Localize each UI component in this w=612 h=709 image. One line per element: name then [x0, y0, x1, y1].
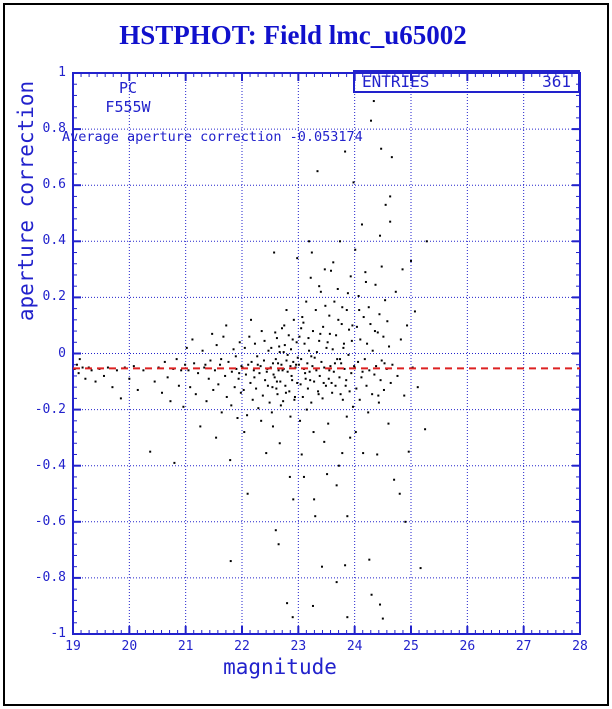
y-tick-label: -0.2 [34, 401, 66, 417]
x-tick-label: 26 [459, 639, 476, 654]
filter-label: F555W [105, 98, 151, 116]
entries-value: 361 [542, 72, 571, 91]
x-tick-label: 28 [572, 639, 588, 654]
y-tick-label: -0.8 [34, 569, 66, 585]
y-tick-label: -0.6 [34, 513, 66, 529]
x-axis-title: magnitude [223, 655, 337, 679]
average-aperture-annotation: Average aperture correction -0.053174 [62, 129, 363, 145]
x-tick-label: 23 [290, 639, 307, 654]
page-title: HSTPHOT: Field lmc_u65002 [119, 20, 467, 50]
y-tick-label: -1 [50, 626, 66, 641]
entries-legend-box: ENTRIES 361 [353, 70, 580, 93]
camera-label: PC [118, 79, 138, 97]
y-tick-label: 0.2 [42, 289, 66, 305]
x-tick-label: 20 [121, 639, 138, 654]
x-tick-label: 24 [346, 639, 363, 654]
x-tick-label: 25 [403, 639, 419, 654]
y-tick-label: 1 [58, 65, 66, 80]
x-tick-label: 27 [515, 639, 532, 654]
x-tick-label: 21 [177, 639, 194, 654]
x-tick-label: 22 [234, 639, 250, 654]
y-tick-label: -0.4 [34, 457, 66, 473]
y-tick-label: 0 [58, 345, 66, 361]
y-tick-label: 0.4 [42, 233, 66, 249]
entries-label: ENTRIES [362, 72, 430, 91]
x-tick-label: 19 [65, 639, 81, 654]
y-tick-label: 0.6 [42, 177, 66, 193]
y-tick-label: 0.8 [42, 121, 66, 137]
